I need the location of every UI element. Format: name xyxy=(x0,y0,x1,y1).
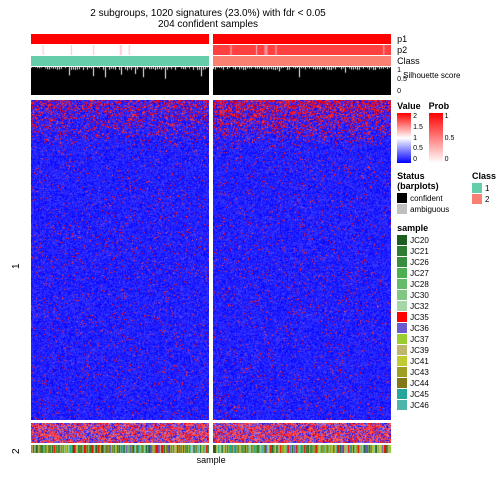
legend-item: JC46 xyxy=(397,400,496,410)
center-column: sample xyxy=(31,34,391,465)
legend-item: JC32 xyxy=(397,301,496,311)
legend-status: Status (barplots) confidentambiguous xyxy=(397,171,464,215)
title-line-1: 2 subgroups, 1020 signatures (23.0%) wit… xyxy=(28,8,388,19)
legend-item: JC27 xyxy=(397,268,496,278)
legend-item: JC26 xyxy=(397,257,496,267)
legend-prob: Prob 10.50 xyxy=(429,101,450,163)
anno-label-p1: p1 xyxy=(397,34,496,44)
title-block: 2 subgroups, 1020 signatures (23.0%) wit… xyxy=(28,8,388,30)
row-group-2-label: 2 xyxy=(8,437,25,465)
anno-track-p1 xyxy=(31,34,391,44)
row-labels-column: 1 2 xyxy=(8,34,25,465)
legend-value: Value 21.510.50 xyxy=(397,101,421,163)
legend-item: JC35 xyxy=(397,312,496,322)
row-group-1-label: 1 xyxy=(8,96,25,437)
legend-item: JC21 xyxy=(397,246,496,256)
heatmap-left-2 xyxy=(31,423,209,443)
legend-class-title: Class xyxy=(472,171,496,181)
anno-track-class xyxy=(31,56,391,66)
legend-value-gradient: 21.510.50 xyxy=(397,113,411,163)
legend-item: ambiguous xyxy=(397,204,464,214)
sample-strip-right xyxy=(213,445,391,453)
anno-label-silhouette: Silhouette score xyxy=(403,71,460,80)
legend-item: JC43 xyxy=(397,367,496,377)
legend-item: JC28 xyxy=(397,279,496,289)
heatmap-right-1 xyxy=(213,100,391,420)
sil-tick-0: 0 xyxy=(397,88,401,95)
main-layout: 1 2 sample p1 p2 Class 1 0.5 xyxy=(8,34,496,465)
legend-item: 2 xyxy=(472,194,496,204)
anno-track-silhouette xyxy=(31,67,391,95)
legend-prob-title: Prob xyxy=(429,101,450,111)
x-axis-label: sample xyxy=(31,455,391,465)
legend-item: JC45 xyxy=(397,389,496,399)
heatmap-left-1 xyxy=(31,100,209,420)
heatmap-right-2 xyxy=(213,423,391,443)
legend-item: JC20 xyxy=(397,235,496,245)
legend-item: JC37 xyxy=(397,334,496,344)
heatmap-group-1 xyxy=(31,100,391,420)
legend-sample-title: sample xyxy=(397,223,496,233)
title-line-2: 204 confident samples xyxy=(28,19,388,30)
legend-item: confident xyxy=(397,193,464,203)
legend-item: JC41 xyxy=(397,356,496,366)
legend-item: 1 xyxy=(472,183,496,193)
legend-status-title: Status (barplots) xyxy=(397,171,464,191)
legend-item: JC30 xyxy=(397,290,496,300)
legend-value-title: Value xyxy=(397,101,421,111)
legend-item: JC36 xyxy=(397,323,496,333)
legend-sample: sample JC20JC21JC26JC27JC28JC30JC32JC35J… xyxy=(397,223,496,410)
right-column: p1 p2 Class 1 0.5 Silhouette score 0 Val… xyxy=(397,34,496,465)
heatmap-group-2 xyxy=(31,423,391,443)
legend-item: JC44 xyxy=(397,378,496,388)
anno-label-p2: p2 xyxy=(397,45,496,55)
legend-item: JC39 xyxy=(397,345,496,355)
legend-prob-gradient: 10.50 xyxy=(429,113,443,163)
sample-strip-left xyxy=(31,445,209,453)
sample-color-strip xyxy=(31,445,391,453)
legend-class: Class 12 xyxy=(472,171,496,215)
sil-tick-1: 1 xyxy=(397,67,401,74)
anno-track-p2 xyxy=(31,45,391,55)
anno-label-class: Class xyxy=(397,56,496,66)
